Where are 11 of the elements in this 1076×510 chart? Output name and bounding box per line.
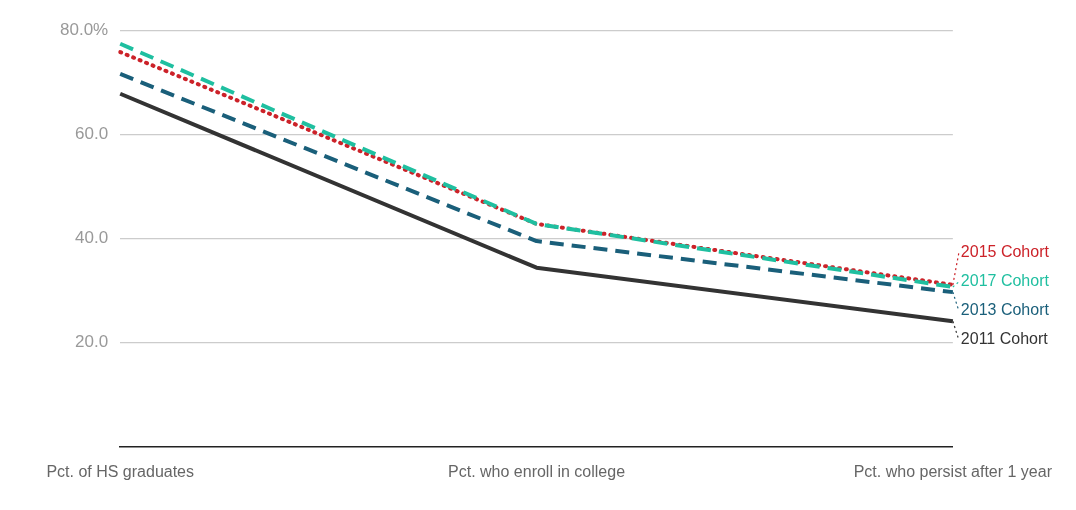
y-tick-label: 60.0 bbox=[75, 124, 109, 144]
x-tick-label: Pct. of HS graduates bbox=[46, 462, 195, 480]
series-label: 2015 Cohort bbox=[960, 243, 1050, 261]
legend-label: 2013 Cohort bbox=[960, 301, 1050, 319]
y-tick-label: 20.0 bbox=[75, 332, 109, 352]
x-tick-label: Pct. who enroll in college bbox=[448, 462, 626, 480]
x-tick-label: Pct. who persist after 1 year bbox=[853, 462, 1053, 480]
y-tick-label: 40.0 bbox=[75, 228, 109, 248]
y-tick-label: 80.0% bbox=[60, 19, 109, 39]
series-label: 2017 Cohort bbox=[960, 272, 1050, 290]
legend-label: 2011 Cohort bbox=[960, 330, 1049, 348]
